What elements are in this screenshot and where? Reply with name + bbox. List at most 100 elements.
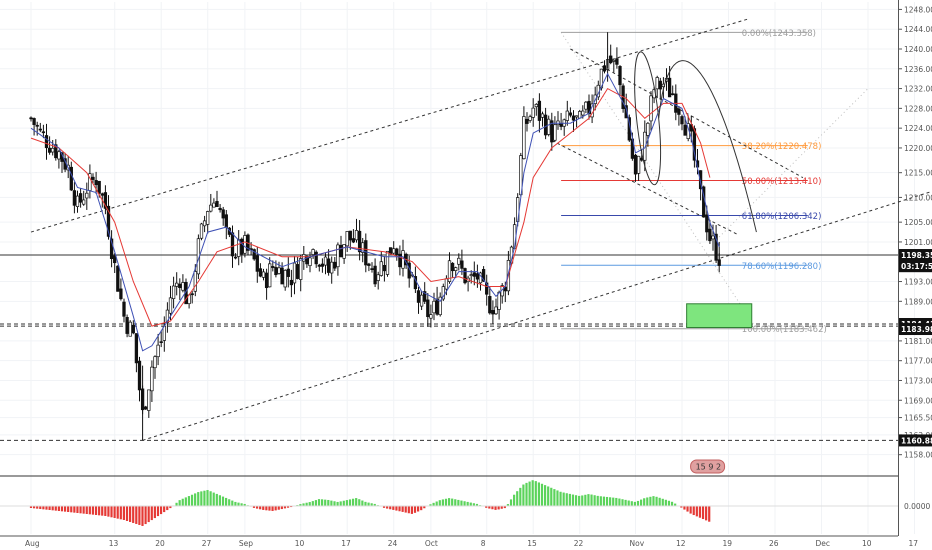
candle-body xyxy=(494,306,498,315)
candle-body xyxy=(463,268,467,284)
candle-body xyxy=(454,267,458,271)
price-tick-label: 1181.000 xyxy=(904,337,932,346)
fibonacci-retracement[interactable]: 0.00%(1243.358) 38.20%(1220.478) 50.00%(12… xyxy=(560,29,827,335)
time-label: 12 xyxy=(676,539,686,548)
candle-body xyxy=(69,166,73,191)
time-axis[interactable]: Aug 13 20 27 Sep 10 17 24 Oct 8 15 22 Nov 12 19 26 Dec 10… xyxy=(25,539,932,548)
candle-body xyxy=(336,244,340,268)
candle-body xyxy=(677,108,681,115)
candle-body xyxy=(615,58,619,65)
candle-body xyxy=(376,274,380,281)
candle-body xyxy=(444,278,449,290)
candle-body xyxy=(54,144,58,159)
price-label-box xyxy=(899,434,932,447)
candle-body xyxy=(47,147,52,153)
candle-body xyxy=(342,244,346,259)
candle-body xyxy=(243,235,247,254)
event-badge-text: 15 9 2 xyxy=(696,463,721,472)
ema-fast-line xyxy=(30,72,720,352)
candle-body xyxy=(175,282,179,287)
candle-body xyxy=(550,120,554,143)
candle-body xyxy=(299,258,303,280)
oscillator-zero-label: 0.0000 xyxy=(904,502,930,511)
price-axis[interactable]: 1248.000 1244.000 1240.000 1236.000 1232.000… xyxy=(898,5,932,460)
candle-body xyxy=(255,255,259,272)
pattern-drawings[interactable] xyxy=(630,51,757,233)
trendlines[interactable] xyxy=(30,18,932,441)
target-zone[interactable] xyxy=(686,303,753,329)
time-label: Aug xyxy=(25,539,40,548)
candle-body xyxy=(258,268,263,277)
candle-body xyxy=(584,101,588,110)
time-label: Dec xyxy=(816,539,831,548)
candle-body xyxy=(522,116,526,160)
candle-body xyxy=(320,263,325,267)
candle-body xyxy=(602,65,607,72)
price-tick-label: 1236.000 xyxy=(904,65,932,74)
candle-body xyxy=(416,290,421,303)
candle-body xyxy=(317,264,321,267)
candle-body xyxy=(271,266,275,268)
candle-body xyxy=(475,273,480,280)
time-label: 26 xyxy=(769,539,779,548)
candle-body xyxy=(540,113,545,118)
candle-body xyxy=(134,333,139,364)
fib-level-label: 61.80%(1206.342) xyxy=(742,212,822,222)
time-label: 27 xyxy=(202,539,212,548)
candle-body xyxy=(103,192,108,209)
candle-body xyxy=(75,195,80,207)
candle-body xyxy=(261,271,266,278)
candle-body xyxy=(643,131,647,161)
event-badge[interactable]: 15 9 2 xyxy=(690,459,726,474)
candle-body xyxy=(354,230,359,241)
time-label: 10 xyxy=(295,539,305,548)
candle-body xyxy=(221,209,225,219)
candle-body xyxy=(206,211,210,225)
price-tick-label: 1224.000 xyxy=(904,124,932,133)
price-label: 1160.880 xyxy=(901,436,932,445)
candle-body xyxy=(333,261,337,269)
candle-body xyxy=(100,193,104,196)
candle-body xyxy=(543,114,548,136)
candle-body xyxy=(94,180,98,186)
candle-body xyxy=(215,201,219,207)
candle-body xyxy=(113,255,117,264)
candle-body xyxy=(423,291,427,302)
trendline[interactable] xyxy=(30,18,748,233)
time-label: 24 xyxy=(388,539,398,548)
candle-body xyxy=(361,242,365,253)
candle-body xyxy=(125,317,129,334)
candle-body xyxy=(537,100,542,121)
candle-body xyxy=(119,288,123,300)
trendline[interactable] xyxy=(142,153,932,441)
time-label: 13 xyxy=(109,539,119,548)
pattern-arc[interactable] xyxy=(658,60,757,233)
fib-level-label: 50.00%(1213.410) xyxy=(742,177,822,187)
event-badge-box[interactable] xyxy=(690,459,726,474)
candle-body xyxy=(199,223,204,239)
candle-body xyxy=(426,299,430,318)
candle-body xyxy=(72,190,77,206)
candle-body xyxy=(128,321,132,337)
oscillator-panel: 0.0000 xyxy=(0,480,930,526)
candle-body xyxy=(388,247,393,254)
price-tick-label: 1228.000 xyxy=(904,104,932,113)
trendline[interactable] xyxy=(551,140,739,235)
candle-body xyxy=(450,262,455,272)
price-tick-label: 1201.000 xyxy=(904,238,932,247)
candle-body xyxy=(671,93,675,96)
candle-body xyxy=(633,154,638,175)
time-label: Nov xyxy=(630,539,645,548)
candle-body xyxy=(565,110,569,121)
target-zone-box[interactable] xyxy=(686,303,753,329)
candle-body xyxy=(553,124,557,141)
candle-body xyxy=(137,360,142,391)
candle-body xyxy=(165,309,170,323)
price-label-box xyxy=(899,249,932,262)
fib-level-label: 0.00%(1243.358) xyxy=(742,29,816,39)
price-label: 1198.358 xyxy=(901,251,932,260)
candle-body xyxy=(193,271,197,292)
candle-body xyxy=(348,230,352,241)
candle-body xyxy=(286,268,290,277)
